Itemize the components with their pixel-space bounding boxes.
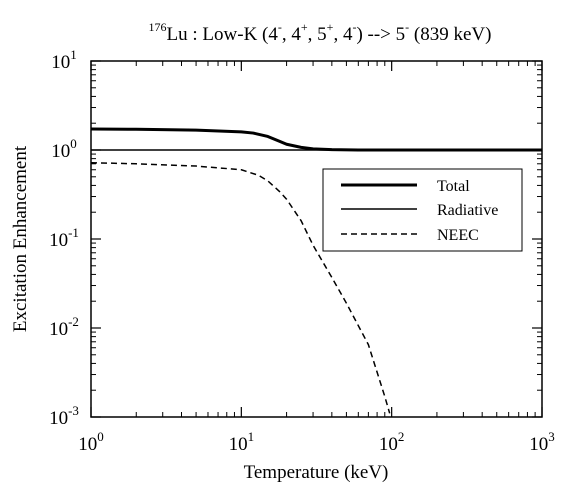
x-tick-label-0: 100 [78,429,104,455]
y-tick-label-1: 10-2 [49,314,79,340]
chart-title-after-4: ) --> 5 [356,24,405,45]
y-tick-label-4: 101 [51,47,77,73]
x-tick-label-1: 101 [229,429,254,455]
plot-lines [90,127,542,414]
chart-title-main: Lu : Low-K (4 [167,24,279,45]
chart-title-sup-3: + [327,20,334,34]
chart-title-sup-4: - [352,20,356,34]
legend-label-neec: NEEC [437,227,479,244]
chart-title-sup-2: + [301,20,308,34]
chart-title-sup-1: - [278,20,282,34]
chart-title-sup-5: - [405,20,409,34]
chart-title-after-1: , 4 [282,24,302,45]
series-line-total [90,127,542,152]
legend: Total Radiative NEEC [322,168,523,252]
chart-title-after-2: , 5 [308,24,327,45]
x-tick-label-2: 102 [379,429,405,455]
y-tick-label-3: 100 [51,136,77,162]
chart-title-after-3: , 4 [333,24,353,45]
y-tick-label-0: 10-3 [49,403,79,429]
chart-title-after-5: (839 keV) [409,24,491,45]
legend-box [322,168,523,252]
y-tick-label-2: 10-1 [49,225,79,251]
legend-label-radiative: Radiative [437,202,498,219]
axis-ticks: 100 101 102 103 10-3 10-2 10-1 100 101 [49,47,555,455]
plot-frame [90,60,543,418]
y-axis-label: Excitation Enhancement [10,145,31,332]
series-line-neec [90,161,391,414]
chart-title: 176Lu : Low-K (4-, 4+, 5+, 4-) --> 5- (8… [149,20,492,45]
x-tick-label-3: 103 [529,429,555,455]
x-axis-label: Temperature (keV) [244,462,389,483]
legend-label-total: Total [437,178,470,195]
chart-title-isotope-mass: 176 [149,20,167,34]
